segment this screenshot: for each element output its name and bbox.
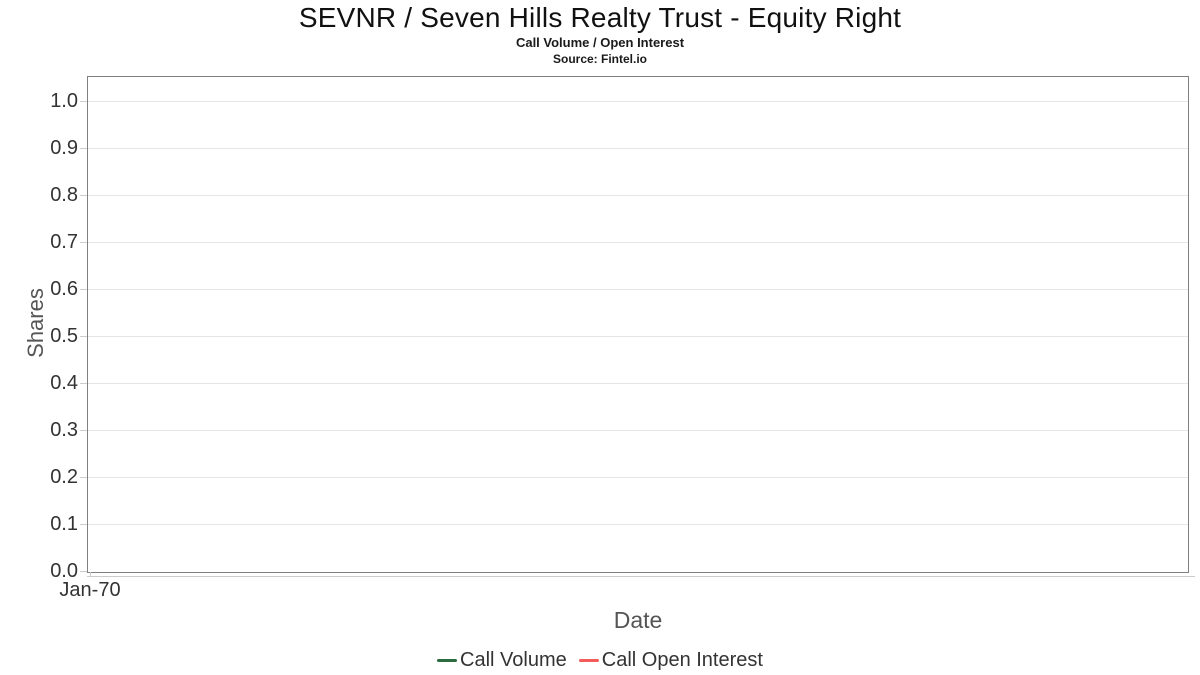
y-tick-label: 0.0 [50, 560, 78, 582]
y-tick-label: 0.9 [50, 137, 78, 159]
gridline [88, 195, 1188, 196]
legend-label: Call Open Interest [601, 648, 763, 671]
y-tick-mark [80, 101, 87, 102]
gridline [88, 101, 1188, 102]
y-tick-label: 0.5 [50, 325, 78, 347]
chart-source-label: Source: Fintel.io [552, 52, 647, 66]
y-tick-label: 0.2 [50, 466, 78, 488]
y-tick-mark [80, 148, 87, 149]
legend-item-call-volume[interactable]: Call Volume [437, 649, 567, 672]
gridline [88, 148, 1188, 149]
gridline [88, 336, 1188, 337]
gridline [88, 383, 1188, 384]
chart-title: SEVNR / Seven Hills Realty Trust - Equit… [298, 2, 902, 33]
y-tick-mark [80, 242, 87, 243]
gridline [88, 430, 1188, 431]
y-tick-mark [80, 383, 87, 384]
y-tick-mark [80, 524, 87, 525]
legend-item-call-open-interest[interactable]: Call Open Interest [578, 648, 763, 672]
legend: Call Volume Call Open Interest [0, 646, 1200, 674]
x-tick-label: Jan-70 [59, 579, 121, 601]
y-tick-mark [80, 430, 87, 431]
y-tick-label: 0.4 [50, 372, 78, 394]
legend-label: Call Volume [460, 648, 567, 671]
y-tick-mark [80, 195, 87, 196]
gridline [88, 242, 1188, 243]
y-tick-mark [80, 571, 87, 572]
y-tick-label: 1.0 [50, 90, 78, 112]
x-axis-line [87, 576, 1195, 577]
gridline [88, 477, 1188, 478]
chart-subtitle: Call Volume / Open Interest [515, 35, 685, 50]
plot-area [87, 76, 1189, 573]
y-tick-label: 0.8 [50, 184, 78, 206]
y-tick-mark [80, 477, 87, 478]
x-axis-title: Date [613, 607, 663, 633]
y-tick-mark [80, 289, 87, 290]
y-tick-label: 0.6 [50, 278, 78, 300]
y-tick-label: 0.1 [50, 513, 78, 535]
y-tick-label: 0.3 [50, 419, 78, 441]
legend-line-marker [437, 658, 458, 662]
y-tick-label: 0.7 [50, 231, 78, 253]
y-tick-mark [80, 336, 87, 337]
x-tick-mark [90, 572, 91, 577]
legend-line-marker [578, 658, 599, 662]
gridline [88, 524, 1188, 525]
gridline [88, 289, 1188, 290]
